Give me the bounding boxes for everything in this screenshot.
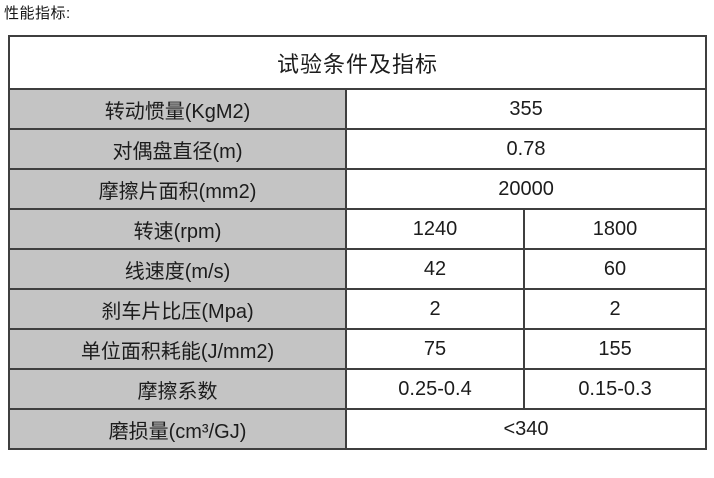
row-value: 75	[345, 328, 525, 370]
table-row: 转动惯量(KgM2) 355	[8, 88, 708, 130]
table-title: 试验条件及指标	[7, 35, 708, 90]
table-row: 转速(rpm) 1240 1800	[8, 208, 708, 250]
row-label: 摩擦片面积(mm2)	[8, 168, 347, 210]
row-value: 20000	[344, 168, 708, 210]
table-row: 对偶盘直径(m) 0.78	[8, 128, 708, 170]
row-value: 1800	[522, 208, 708, 250]
row-label: 磨损量(cm³/GJ)	[8, 408, 347, 450]
row-value: 2	[522, 288, 708, 330]
row-value: 0.15-0.3	[522, 368, 708, 410]
table-row: 磨损量(cm³/GJ) <340	[8, 408, 708, 450]
row-label: 单位面积耗能(J/mm2)	[8, 328, 347, 370]
row-value: 355	[344, 88, 708, 130]
row-value: 1240	[345, 208, 525, 250]
row-value: 0.25-0.4	[345, 368, 525, 410]
row-label: 转动惯量(KgM2)	[8, 88, 347, 130]
table-row: 线速度(m/s) 42 60	[8, 248, 708, 290]
table-row: 摩擦系数 0.25-0.4 0.15-0.3	[8, 368, 708, 410]
row-label: 摩擦系数	[8, 368, 347, 410]
row-label: 对偶盘直径(m)	[8, 128, 347, 170]
row-label: 线速度(m/s)	[8, 248, 347, 290]
table-row: 刹车片比压(Mpa) 2 2	[8, 288, 708, 330]
row-value: 42	[345, 248, 525, 290]
row-value: 155	[522, 328, 708, 370]
row-label: 转速(rpm)	[8, 208, 347, 250]
row-label: 刹车片比压(Mpa)	[8, 288, 347, 330]
table-title-row: 试验条件及指标	[7, 35, 708, 90]
spec-table: 试验条件及指标 转动惯量(KgM2) 355 对偶盘直径(m) 0.78 摩擦片…	[7, 35, 708, 450]
page-heading: 性能指标:	[4, 5, 71, 22]
row-value: <340	[344, 408, 708, 450]
row-value: 60	[522, 248, 708, 290]
table-row: 单位面积耗能(J/mm2) 75 155	[8, 328, 708, 370]
row-value: 2	[345, 288, 525, 330]
row-value: 0.78	[344, 128, 708, 170]
table-row: 摩擦片面积(mm2) 20000	[8, 168, 708, 210]
